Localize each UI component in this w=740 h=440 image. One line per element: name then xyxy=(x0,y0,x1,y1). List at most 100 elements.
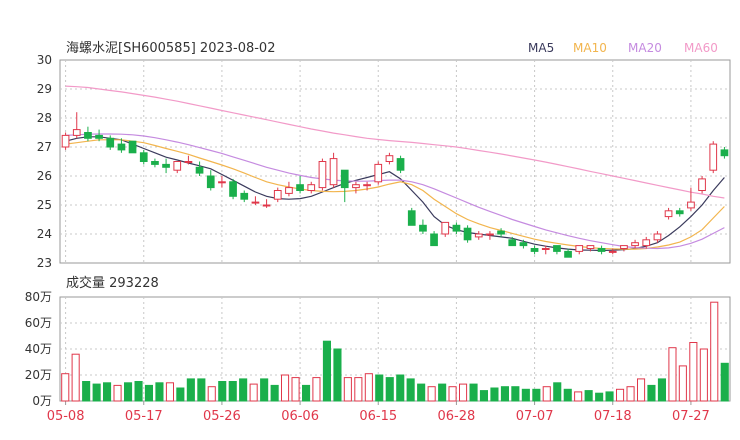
volume-bar xyxy=(532,388,541,402)
candle-body xyxy=(374,163,383,183)
legend-ma20: MA20 xyxy=(628,41,662,55)
volume-bar xyxy=(689,342,698,402)
candle xyxy=(184,155,193,165)
date-tick-label: 05-17 xyxy=(125,409,163,424)
candle-body xyxy=(363,184,371,187)
volume-bar xyxy=(678,365,687,402)
candle xyxy=(374,161,383,185)
volume-bar xyxy=(469,383,478,402)
volume-bar xyxy=(490,387,499,402)
candle-body xyxy=(396,158,405,171)
price-tick-label: 30 xyxy=(37,53,52,67)
volume-title: 成交量 293228 xyxy=(66,275,159,291)
candle xyxy=(508,236,517,247)
candle-body xyxy=(553,245,561,252)
price-tick-label: 26 xyxy=(37,169,52,183)
volume-bar xyxy=(92,383,101,402)
volume-bar xyxy=(385,377,394,402)
candle xyxy=(329,152,338,188)
candle-body xyxy=(541,248,550,250)
candle xyxy=(419,219,427,234)
candle xyxy=(251,196,260,205)
volume-bar xyxy=(616,388,625,402)
candle-body xyxy=(162,163,170,168)
candle xyxy=(128,140,137,154)
volume-bar xyxy=(218,381,227,402)
candle xyxy=(474,231,483,240)
candle xyxy=(653,231,662,243)
candle-body xyxy=(687,201,695,209)
candle xyxy=(541,245,550,255)
candle xyxy=(206,170,215,191)
volume-bar xyxy=(406,378,415,402)
volume-bar xyxy=(595,392,604,402)
volume-bar xyxy=(354,377,363,402)
grid xyxy=(59,59,731,405)
volume-bar xyxy=(103,382,112,402)
price-tick-label: 27 xyxy=(37,140,52,154)
volume-bar xyxy=(144,384,153,402)
candle-body xyxy=(128,140,137,154)
candle-body xyxy=(430,233,438,247)
candle xyxy=(139,149,148,165)
volume-bar xyxy=(710,301,719,402)
volume-bar xyxy=(343,377,352,402)
candle-body xyxy=(173,161,182,171)
candle xyxy=(407,207,416,226)
candle-body xyxy=(229,181,237,197)
candle-body xyxy=(251,201,260,204)
volume-tick-label: 20万 xyxy=(25,368,52,382)
volume-bar xyxy=(364,373,373,402)
candle xyxy=(575,245,584,255)
candle-body xyxy=(307,184,316,191)
volume-bar xyxy=(71,353,80,402)
candle-body xyxy=(530,248,539,252)
candle xyxy=(497,228,505,237)
candle xyxy=(117,138,126,153)
volume-bar xyxy=(186,378,195,402)
volume-bar xyxy=(668,347,677,402)
candle-body xyxy=(486,233,494,236)
candle xyxy=(519,239,528,249)
candle-body xyxy=(497,230,505,235)
candle-body xyxy=(620,245,628,250)
axis-labels: 23 24 25 26 27 28 29 30 0万 20万 40万 60万 80万 05-08 05-17… xyxy=(25,53,710,424)
candlesticks xyxy=(61,112,729,258)
candle xyxy=(296,176,304,194)
volume-bar xyxy=(165,382,174,402)
candle-body xyxy=(340,169,349,189)
volume-bar xyxy=(605,391,614,402)
line-ma60 xyxy=(65,85,725,199)
volume-bar xyxy=(375,374,384,402)
volume-bar xyxy=(228,381,237,402)
candle xyxy=(262,199,271,208)
candle-body xyxy=(709,143,718,171)
candle xyxy=(430,231,438,247)
candle-body xyxy=(508,239,517,247)
candle xyxy=(687,187,695,211)
moving-average-lines xyxy=(65,85,725,252)
candle xyxy=(385,152,394,165)
volume-bar xyxy=(82,381,91,402)
candle xyxy=(620,245,628,252)
candle xyxy=(720,147,729,159)
volume-tick-label: 60万 xyxy=(25,316,52,330)
volume-bar xyxy=(113,384,122,402)
volume-bar xyxy=(542,386,551,402)
candle-body xyxy=(329,158,338,186)
candle-body xyxy=(72,129,81,136)
candle-body xyxy=(419,224,427,232)
volume-bar xyxy=(396,374,405,402)
legend-ma60: MA60 xyxy=(684,41,718,55)
volume-bar xyxy=(207,386,216,402)
candle-body xyxy=(218,181,226,184)
date-tick-label: 06-06 xyxy=(281,409,319,424)
candle-body xyxy=(262,204,271,207)
candle xyxy=(441,221,450,237)
candle-body xyxy=(474,233,483,238)
volume-bar xyxy=(427,386,436,402)
line-ma5 xyxy=(65,136,725,252)
candle-body xyxy=(675,210,684,215)
volume-bar xyxy=(637,378,646,402)
